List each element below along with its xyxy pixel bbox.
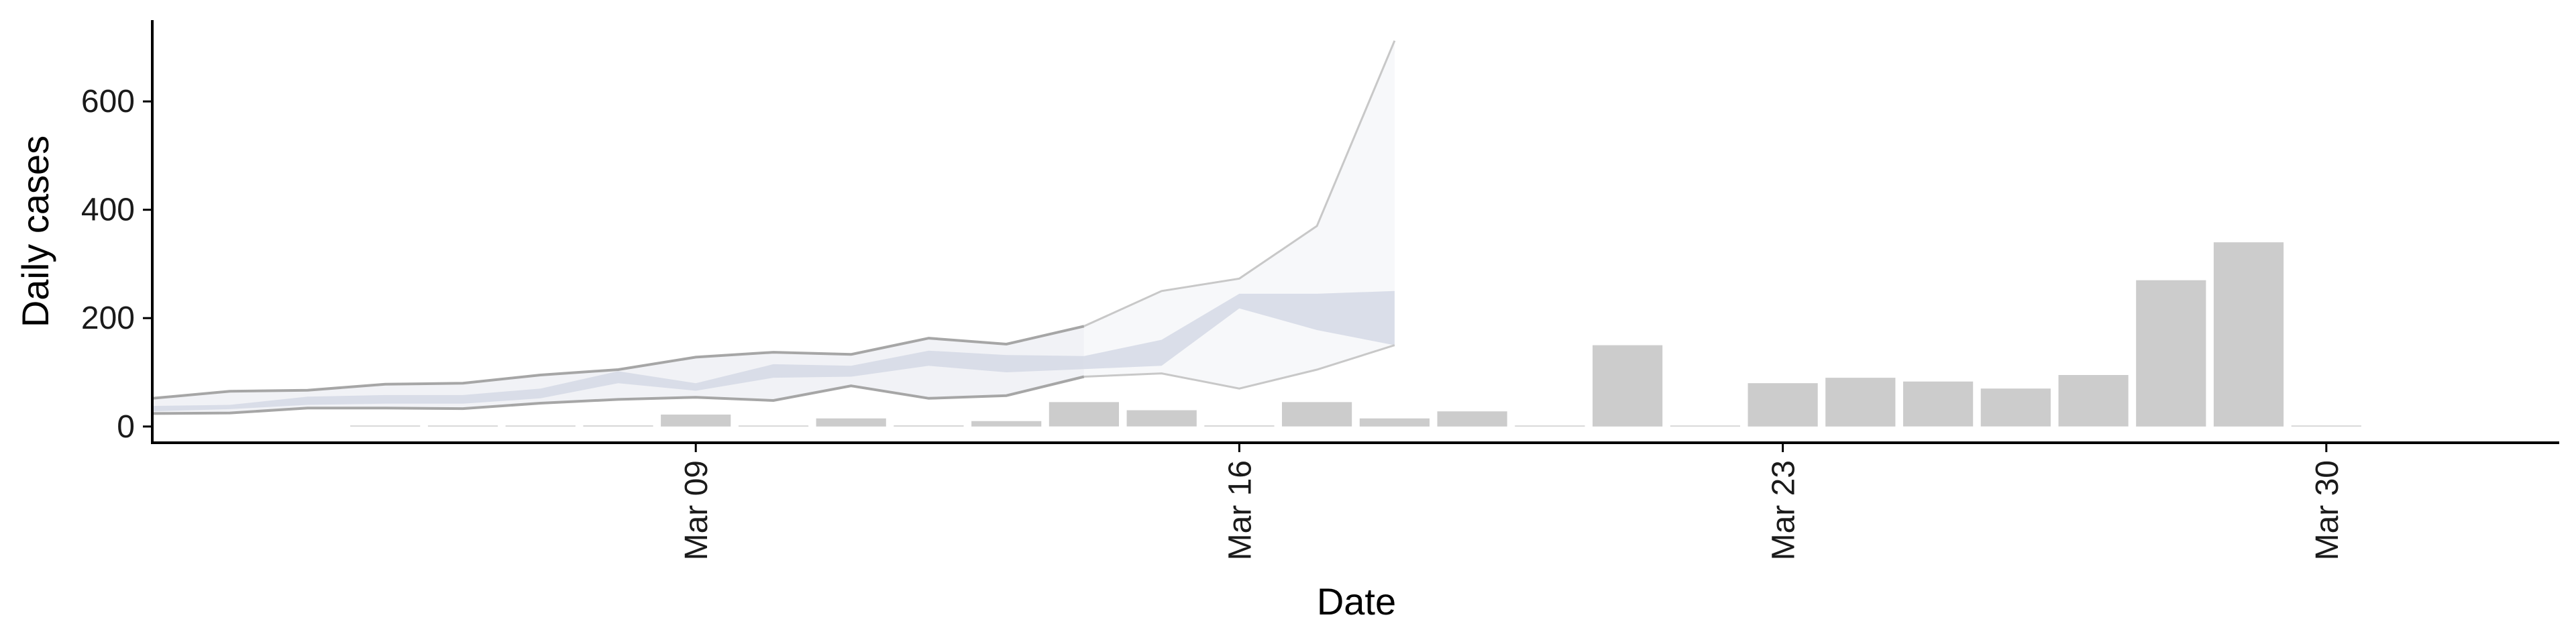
bar [1359, 418, 1430, 427]
bar [1437, 411, 1507, 427]
x-axis-title: Date [1317, 580, 1396, 623]
bar [1593, 345, 1663, 427]
bar [427, 425, 498, 427]
bar [738, 425, 809, 427]
bar [505, 425, 576, 427]
y-axis-title: Daily cases [14, 136, 56, 327]
x-tick-label: Mar 30 [2310, 460, 2345, 560]
x-tick-label: Mar 16 [1222, 460, 1258, 560]
bar [661, 415, 731, 427]
nowcast-lower-line-late [1083, 344, 1395, 390]
bar [1126, 410, 1197, 427]
bar [2058, 375, 2129, 427]
nowcast-wide-band [1083, 40, 1395, 389]
bar [1980, 388, 2051, 427]
bar [2136, 280, 2206, 427]
bar [1748, 383, 1818, 427]
bar [1049, 402, 1119, 427]
y-ticks: 0 200 400 600 [81, 84, 152, 445]
y-tick-label: 400 [81, 193, 135, 228]
bar [816, 418, 886, 427]
nowcast-lower-line [152, 375, 1085, 415]
bar [350, 425, 421, 427]
bar [894, 425, 964, 427]
bar [1515, 425, 1585, 427]
bar [1825, 378, 1896, 427]
x-tick-label: Mar 09 [679, 460, 714, 560]
nowcast-inner-band [152, 290, 1395, 412]
bar [971, 421, 1042, 427]
nowcast-upper-line [152, 325, 1085, 400]
x-tick-label: Mar 23 [1766, 460, 1802, 560]
bar [583, 425, 653, 427]
bar [1903, 381, 1974, 427]
y-tick-label: 600 [81, 84, 135, 119]
bar [1670, 425, 1740, 427]
y-tick-label: 0 [117, 409, 135, 445]
plot-area [152, 40, 2361, 427]
bar [1204, 425, 1275, 427]
nowcast-upper-line-late [1083, 40, 1396, 327]
bar [2291, 425, 2361, 427]
bar [1282, 402, 1352, 427]
axes [151, 20, 2559, 444]
y-tick-label: 200 [81, 301, 135, 336]
bar [2213, 242, 2284, 427]
x-ticks: Mar 09 Mar 16 Mar 23 Mar 30 [679, 443, 2345, 560]
